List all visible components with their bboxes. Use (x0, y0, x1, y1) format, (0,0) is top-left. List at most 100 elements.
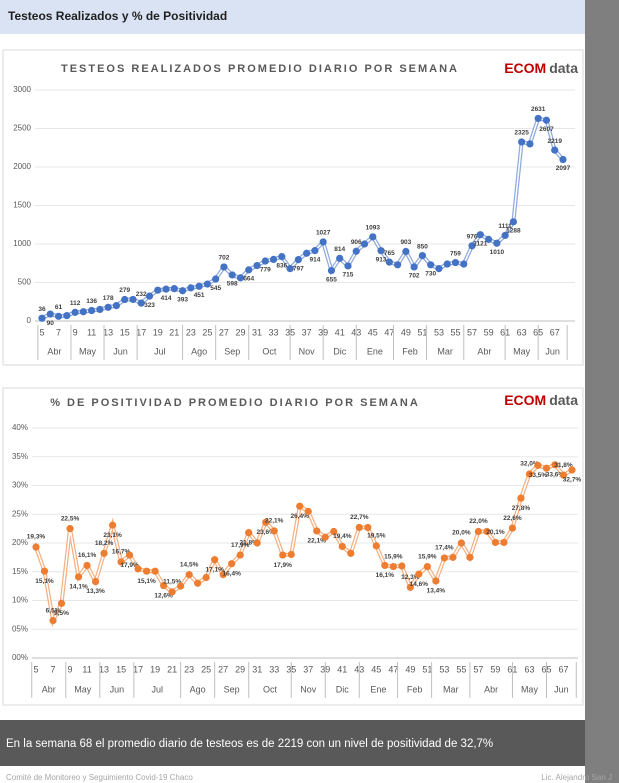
data-label: 19,4% (333, 533, 352, 540)
data-label: 9,5% (54, 610, 69, 617)
x-tick-label: 47 (388, 664, 398, 674)
data-point (381, 561, 389, 570)
data-point (427, 261, 435, 269)
x-tick-label: 13 (99, 664, 109, 674)
data-label: 2097 (556, 165, 571, 172)
x-tick-label: 45 (371, 664, 381, 674)
data-point (509, 218, 517, 226)
data-point (220, 263, 228, 271)
x-tick-label: 41 (337, 664, 347, 674)
data-point (79, 308, 87, 316)
data-label: 15,1% (137, 578, 156, 585)
data-point (194, 579, 202, 587)
data-label: 90 (47, 320, 55, 327)
x-tick-label: 5 (33, 664, 38, 674)
data-point (372, 542, 380, 550)
data-label: 702 (409, 273, 420, 280)
data-point (117, 558, 125, 566)
x-tick-label: 49 (401, 327, 411, 337)
data-point (525, 470, 534, 478)
month-label: Feb (402, 346, 418, 356)
data-point (360, 240, 369, 248)
data-label: 16,1% (78, 552, 97, 559)
data-point (203, 280, 211, 288)
data-label: 232 (136, 291, 147, 298)
data-label: 18,2% (95, 540, 114, 547)
x-tick-label: 19 (150, 664, 160, 674)
x-tick-label: 31 (252, 327, 262, 337)
header-bar (0, 0, 585, 34)
month-label: Ago (190, 684, 206, 694)
data-label: 279 (119, 287, 130, 294)
data-label: 1288 (506, 228, 521, 235)
data-point (303, 249, 311, 257)
x-tick-label: 47 (384, 327, 394, 337)
data-point (253, 539, 261, 547)
month-label: Nov (299, 346, 316, 356)
data-point (104, 303, 112, 311)
data-label: 22,6% (503, 515, 522, 522)
data-point (202, 573, 210, 582)
data-point (121, 295, 129, 304)
y-tick-label: 20% (12, 538, 28, 547)
month-label: May (521, 684, 539, 694)
data-point (500, 538, 508, 547)
data-label: 451 (194, 292, 205, 299)
y-tick-label: 00% (12, 653, 28, 662)
data-point (40, 567, 49, 575)
data-point (262, 518, 270, 526)
data-label: 836 (276, 262, 287, 269)
data-point (352, 247, 360, 255)
data-point (394, 261, 402, 269)
x-tick-label: 49 (405, 664, 415, 674)
x-tick-label: 15 (116, 664, 126, 674)
month-label: Jul (151, 684, 163, 694)
data-label: 32,7% (563, 477, 582, 484)
logo-brand: ECOM (504, 60, 546, 76)
x-tick-label: 21 (167, 664, 177, 674)
data-point (211, 556, 219, 564)
x-tick-label: 59 (484, 327, 494, 337)
data-label: 17,9% (274, 562, 293, 569)
x-tick-label: 67 (550, 327, 560, 337)
x-tick-label: 29 (235, 664, 245, 674)
data-label: 12,6% (154, 592, 173, 599)
data-label: 15,9% (418, 553, 437, 560)
y-tick-label: 2000 (13, 162, 31, 171)
logo: ECOM data (504, 392, 578, 408)
y-tick-label: 10% (12, 596, 28, 605)
data-point (568, 466, 576, 474)
data-label: 13,4% (427, 588, 446, 595)
data-point (253, 261, 261, 270)
month-label: Jun (113, 346, 128, 356)
data-point (261, 257, 269, 265)
data-label: 23,1% (103, 532, 122, 539)
series-line-inner (41, 117, 564, 319)
data-point (125, 551, 134, 559)
data-point (100, 549, 108, 557)
data-point (406, 583, 414, 591)
data-label: 765 (384, 250, 395, 257)
data-point (336, 254, 344, 262)
data-label: 19,3% (27, 534, 46, 541)
month-label: Nov (300, 684, 317, 694)
x-tick-label: 9 (68, 664, 73, 674)
y-tick-label: 1000 (13, 239, 31, 248)
data-point (330, 527, 338, 536)
data-label: 730 (425, 271, 436, 278)
data-point (423, 562, 431, 571)
data-label: 903 (400, 239, 411, 246)
x-tick-label: 37 (302, 327, 312, 337)
data-point (435, 265, 443, 273)
data-point (236, 551, 244, 559)
data-label: 14,5% (180, 561, 199, 568)
data-label: 814 (334, 246, 345, 253)
data-point (313, 527, 321, 535)
y-tick-label: 500 (18, 278, 32, 287)
data-point (398, 562, 406, 570)
data-label: 20,0% (452, 530, 471, 537)
footer-bar (0, 720, 585, 766)
data-point (228, 271, 236, 279)
x-tick-label: 67 (558, 664, 568, 674)
x-tick-label: 45 (368, 327, 378, 337)
